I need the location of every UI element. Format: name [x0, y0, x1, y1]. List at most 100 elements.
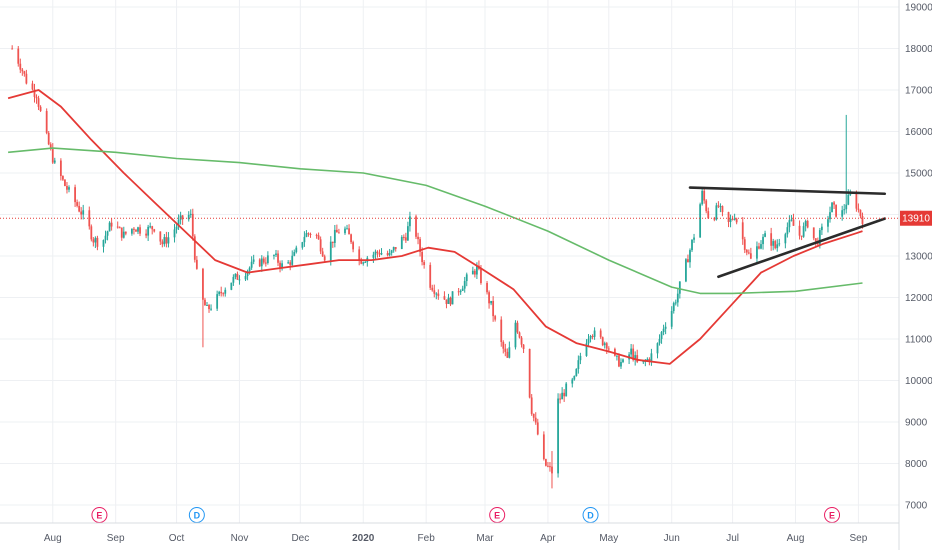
candle-body: [364, 261, 367, 263]
candle-body: [118, 227, 121, 229]
candle-body: [855, 193, 858, 209]
candle-body: [234, 273, 237, 277]
candle-body: [90, 226, 93, 240]
candle-body: [776, 244, 779, 249]
candle-body: [303, 236, 306, 243]
candle-body: [648, 358, 651, 362]
candle-body: [528, 349, 531, 398]
candle-body: [206, 304, 208, 306]
candle-body: [230, 282, 233, 290]
candle-body: [664, 326, 667, 329]
candle-body: [321, 251, 324, 257]
candle-body: [656, 343, 659, 354]
candle-body: [841, 210, 844, 217]
candle-body: [106, 231, 109, 236]
candle-body: [360, 259, 363, 264]
candle-body: [124, 231, 127, 234]
candle-body: [189, 213, 192, 215]
candle-body: [571, 379, 574, 384]
candle-body: [622, 359, 624, 363]
candle-body: [374, 251, 377, 255]
candle-body: [406, 226, 409, 241]
candle-body: [110, 222, 113, 227]
time-tick-label: Jun: [664, 533, 680, 544]
candle-body: [348, 228, 350, 235]
candle-body: [431, 287, 434, 291]
candle-body: [358, 249, 361, 260]
candle-body: [195, 259, 198, 269]
candle-body: [82, 210, 85, 215]
candle-body: [636, 355, 639, 362]
candle-body: [676, 293, 679, 303]
candle-body: [707, 211, 710, 219]
candle-body: [80, 211, 83, 215]
candle-body: [181, 215, 184, 220]
candle-body: [222, 293, 225, 295]
candle-body: [210, 308, 212, 310]
candle-body: [400, 236, 403, 249]
candle-body: [137, 227, 139, 232]
candle-body: [557, 398, 559, 474]
price-tick-label: 7000: [905, 501, 928, 512]
candle-body: [685, 259, 687, 282]
candle-body: [145, 233, 148, 236]
candle-body: [532, 413, 535, 418]
candle-body: [135, 229, 137, 232]
candle-body: [273, 255, 275, 257]
candle-body: [372, 254, 375, 258]
candle-body: [820, 226, 823, 231]
time-tick-label: Oct: [169, 533, 185, 544]
candle-body: [179, 215, 182, 220]
candle-body: [378, 253, 381, 255]
candle-body: [88, 210, 91, 227]
candle-body: [630, 348, 633, 355]
time-tick-label: Jul: [726, 533, 739, 544]
candle-body: [701, 190, 704, 205]
candle-body: [346, 228, 348, 230]
candle-body: [788, 220, 791, 228]
candle-body: [319, 239, 322, 252]
candle-body: [23, 71, 26, 74]
price-tick-label: 9000: [905, 418, 928, 429]
candle-body: [187, 214, 190, 220]
candle-body: [167, 237, 170, 244]
candle-body: [362, 262, 365, 264]
candle-body: [153, 229, 156, 232]
candle-body: [678, 281, 681, 294]
event-marker-letter: E: [494, 510, 500, 520]
event-marker-letter: D: [194, 510, 201, 520]
candle-body: [277, 253, 279, 263]
candle-body: [859, 209, 862, 216]
candle-body: [315, 234, 318, 236]
candle-body: [778, 243, 781, 245]
candle-body: [542, 434, 545, 460]
candle-body: [814, 238, 817, 242]
candle-body: [522, 344, 525, 350]
candle-body: [534, 417, 537, 423]
candle-body: [818, 230, 821, 245]
candle-body: [177, 219, 180, 227]
candle-body: [264, 262, 267, 264]
candle-body: [770, 233, 773, 246]
price-tick-label: 19000: [905, 3, 932, 14]
candle-body: [861, 215, 864, 224]
candle-body: [429, 264, 432, 288]
candle-body: [731, 218, 734, 220]
candle-body: [829, 212, 831, 220]
last-price-label: 13910: [900, 210, 932, 226]
price-tick-label: 10000: [905, 376, 932, 387]
candle-body: [335, 229, 338, 233]
candle-body: [585, 343, 588, 356]
candle-body: [122, 231, 125, 238]
candle-body: [703, 190, 706, 201]
time-axis[interactable]: Aug Sep Oct Nov Dec 2020 Feb Mar Apr May Jun Jul Aug…: [44, 533, 868, 544]
candle-body: [62, 176, 64, 180]
candle-body: [530, 397, 533, 414]
candle-body: [78, 205, 81, 212]
candle-body: [204, 299, 206, 306]
candle-body: [599, 330, 602, 338]
candle-body: [417, 236, 419, 240]
price-tick-label: 16000: [905, 127, 932, 138]
candle-body: [291, 255, 294, 265]
